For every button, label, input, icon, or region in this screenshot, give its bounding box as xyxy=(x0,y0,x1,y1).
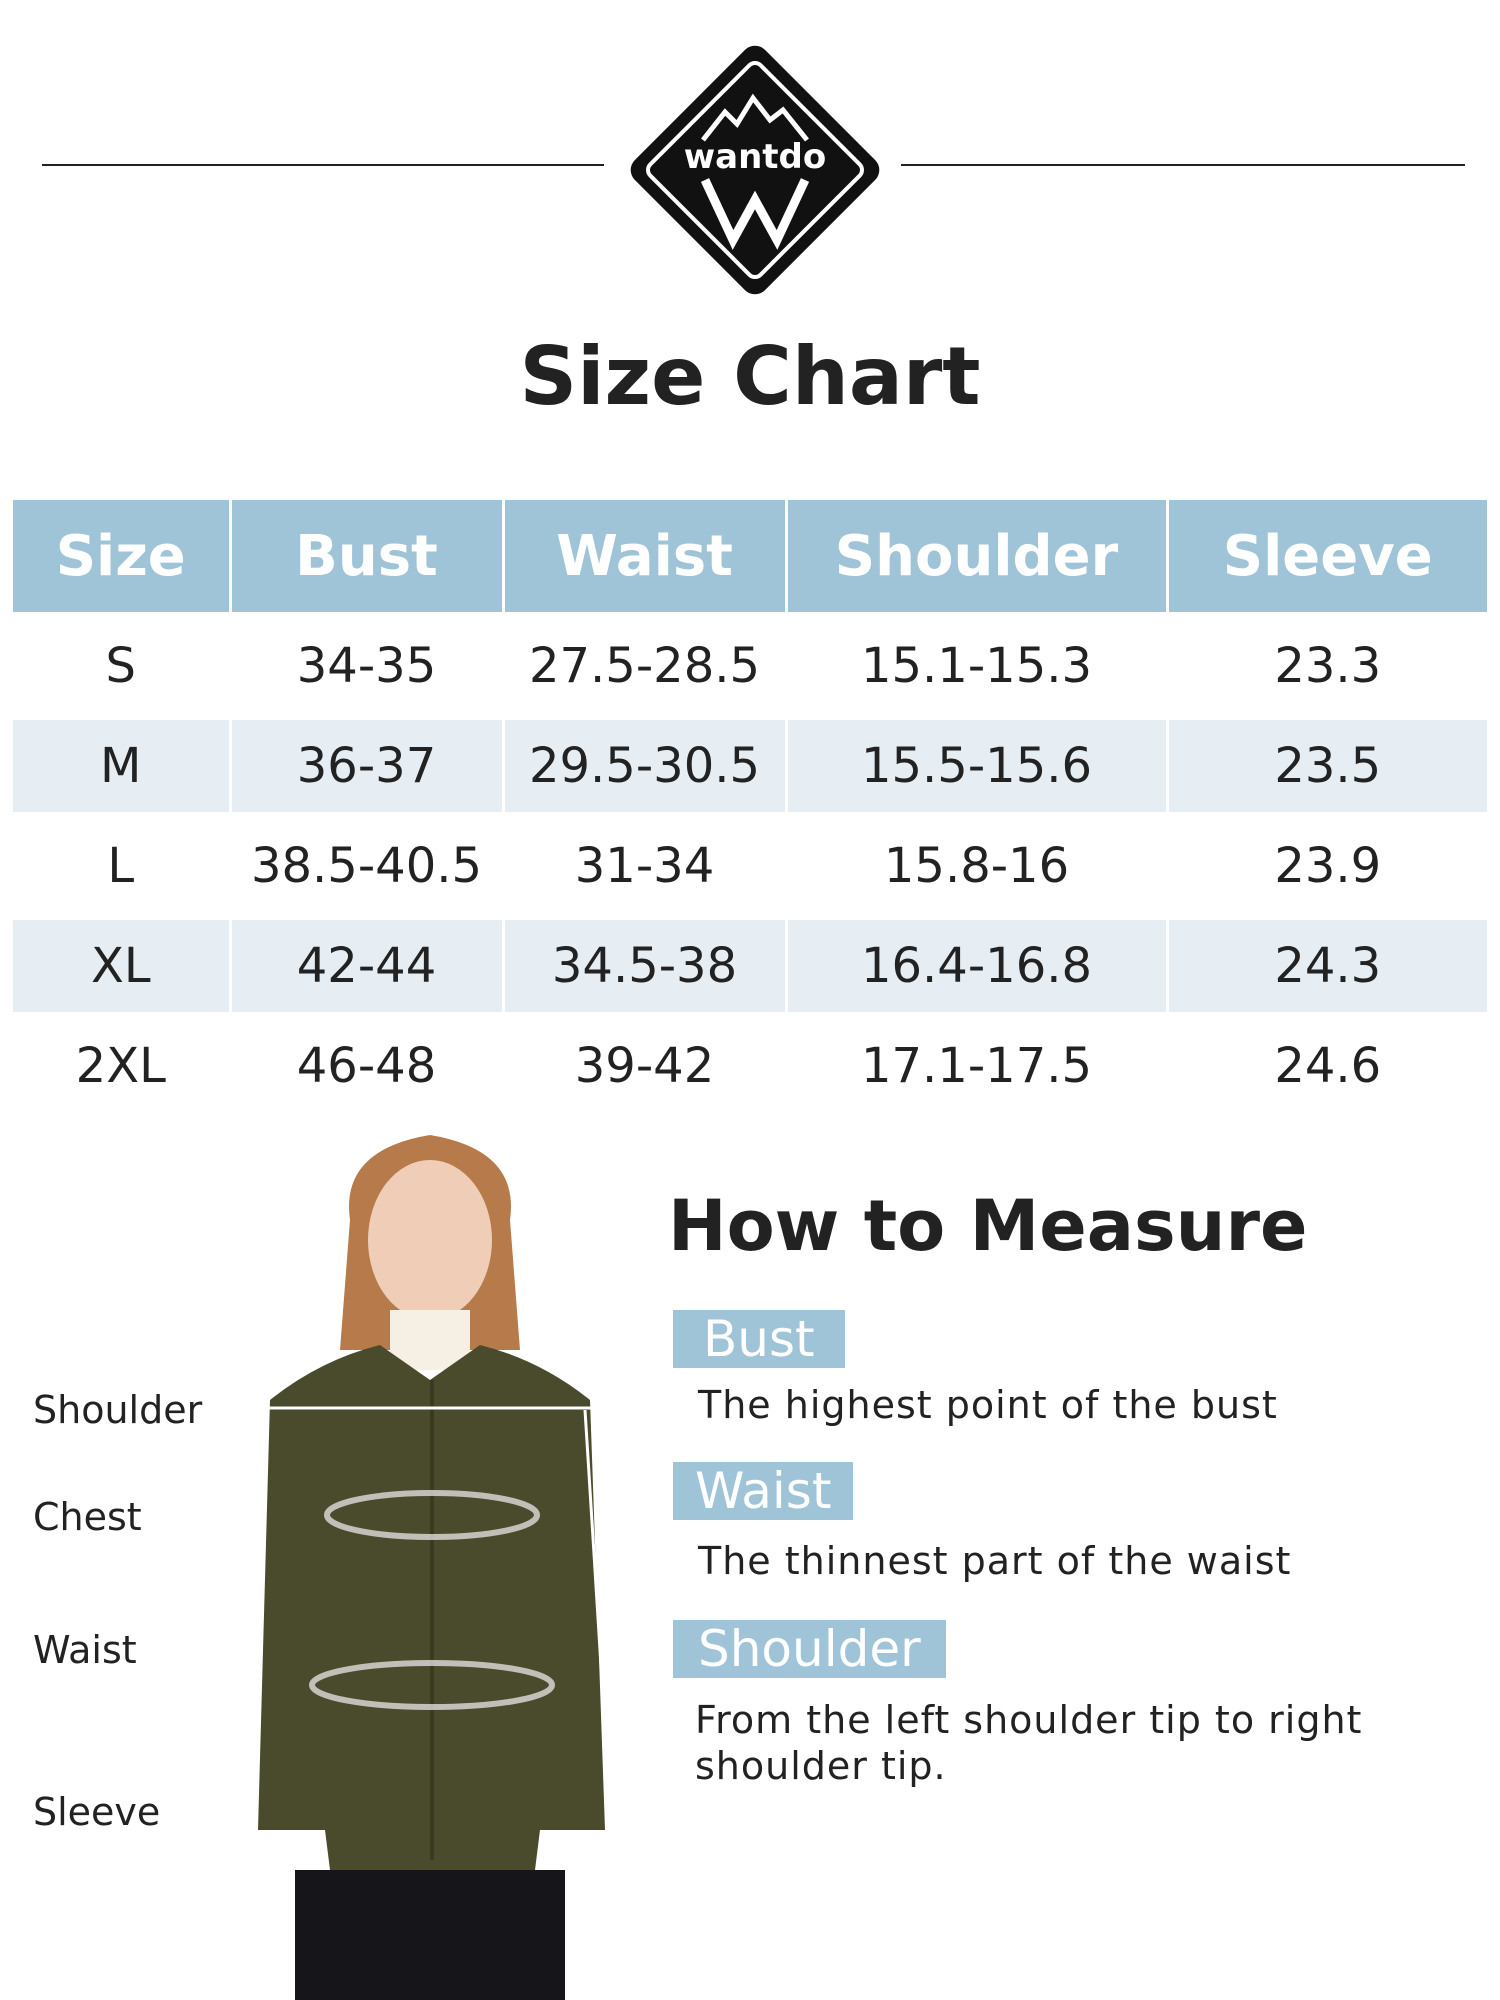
cell-waist: 27.5-28.5 xyxy=(501,612,786,720)
cell-bust: 36-37 xyxy=(228,720,503,812)
cell-bust: 42-44 xyxy=(228,920,503,1012)
cell-sleeve: 24.3 xyxy=(1165,920,1487,1012)
cell-shoulder: 15.5-15.6 xyxy=(784,720,1167,812)
desc-shoulder: From the left shoulder tip to right shou… xyxy=(695,1698,1363,1788)
header-waist: Waist xyxy=(501,500,786,612)
table-header-row: Size Bust Waist Shoulder Sleeve xyxy=(13,500,1487,612)
size-table: Size Bust Waist Shoulder Sleeve S 34-35 27… xyxy=(13,500,1487,1120)
cell-shoulder: 15.1-15.3 xyxy=(784,612,1167,720)
desc-waist: The thinnest part of the waist xyxy=(698,1539,1292,1583)
figure-label-shoulder: Shoulder xyxy=(33,1388,203,1432)
cell-size: S xyxy=(105,638,136,694)
cell-bust: 46-48 xyxy=(228,1012,503,1120)
header-size: Size xyxy=(13,500,230,612)
svg-text:wantdo: wantdo xyxy=(684,137,827,177)
cell-sleeve: 23.5 xyxy=(1165,720,1487,812)
wantdo-logo: wantdo xyxy=(630,45,880,295)
cell-bust: 38.5-40.5 xyxy=(228,812,503,920)
header-sleeve: Sleeve xyxy=(1165,500,1487,612)
table-row: 2XL 46-48 39-42 17.1-17.5 24.6 xyxy=(13,1012,1487,1120)
divider-right xyxy=(901,164,1465,166)
cell-waist: 31-34 xyxy=(501,812,786,920)
cell-waist: 39-42 xyxy=(501,1012,786,1120)
page-title: Size Chart xyxy=(519,330,981,423)
figure-label-sleeve: Sleeve xyxy=(33,1790,161,1834)
cell-waist: 29.5-30.5 xyxy=(501,720,786,812)
model-jacket-illustration xyxy=(258,1135,612,2000)
badge-waist: Waist xyxy=(673,1462,854,1520)
cell-shoulder: 17.1-17.5 xyxy=(784,1012,1167,1120)
how-to-measure-title: How to Measure xyxy=(668,1185,1308,1267)
table-row: L 38.5-40.5 31-34 15.8-16 23.9 xyxy=(13,812,1487,920)
cell-sleeve: 24.6 xyxy=(1165,1012,1487,1120)
cell-bust: 34-35 xyxy=(228,612,503,720)
divider-left xyxy=(42,164,604,166)
cell-size: XL xyxy=(13,920,230,1012)
cell-size: L xyxy=(107,838,135,894)
header-bust: Bust xyxy=(228,500,503,612)
cell-sleeve: 23.9 xyxy=(1165,812,1487,920)
cell-size: M xyxy=(13,720,230,812)
figure-label-waist: Waist xyxy=(33,1628,137,1672)
table-row: XL 42-44 34.5-38 16.4-16.8 24.3 xyxy=(13,920,1487,1012)
cell-size: 2XL xyxy=(75,1038,166,1094)
table-row: M 36-37 29.5-30.5 15.5-15.6 23.5 xyxy=(13,720,1487,812)
badge-bust: Bust xyxy=(673,1310,845,1368)
table-row: S 34-35 27.5-28.5 15.1-15.3 23.3 xyxy=(13,612,1487,720)
figure-label-chest: Chest xyxy=(33,1495,142,1539)
badge-shoulder: Shoulder xyxy=(673,1620,946,1678)
cell-waist: 34.5-38 xyxy=(501,920,786,1012)
desc-bust: The highest point of the bust xyxy=(698,1383,1278,1427)
cell-shoulder: 16.4-16.8 xyxy=(784,920,1167,1012)
header-shoulder: Shoulder xyxy=(784,500,1167,612)
cell-shoulder: 15.8-16 xyxy=(784,812,1167,920)
cell-sleeve: 23.3 xyxy=(1165,612,1487,720)
